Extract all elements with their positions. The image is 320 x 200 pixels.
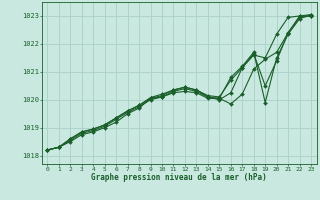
- X-axis label: Graphe pression niveau de la mer (hPa): Graphe pression niveau de la mer (hPa): [91, 173, 267, 182]
